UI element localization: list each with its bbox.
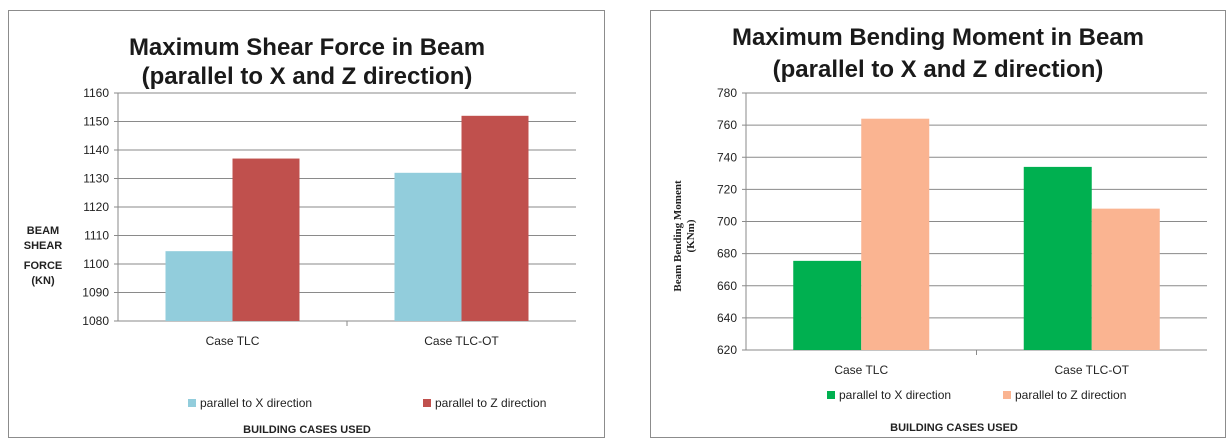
x-category-label: Case TLC-OT [1055,363,1130,377]
y-tick-label: 680 [717,247,737,261]
y-tick-label: 1100 [83,257,109,271]
y-tick-label: 620 [717,343,737,357]
legend-label: parallel to X direction [200,396,312,410]
y-tick-label: 660 [717,279,737,293]
x-axis-label: BUILDING CASES USED [890,422,1018,434]
y-tick-label: 1110 [84,229,109,243]
bar [461,115,529,321]
y-tick-label: 1090 [82,286,109,300]
y-tick-label: 640 [717,311,737,325]
chart-title-line-1: Maximum Bending Moment in Beam [732,24,1144,51]
y-tick-label: 780 [717,86,737,100]
legend-swatch [827,391,835,399]
y-tick-label: 740 [717,150,737,164]
y-tick-label: 1160 [83,86,109,100]
y-axis-label-line-2: SHEAR [24,240,63,252]
chart-title-line-2: (parallel to X and Z direction) [773,56,1104,83]
legend-label: parallel to Z direction [435,396,546,410]
shear-force-chart: Maximum Shear Force in Beam (parallel to… [24,34,576,436]
y-tick-label: 700 [717,215,737,229]
legend-swatch [188,399,196,407]
y-tick-label: 720 [717,182,737,196]
y-tick-label: 1080 [82,314,109,328]
y-axis-label-line-1: Beam Bending Moment [672,180,684,292]
bending-moment-chart-panel: Maximum Bending Moment in Beam (parallel… [650,10,1226,438]
y-tick-label: 760 [717,118,737,132]
legend-swatch [423,399,431,407]
x-category-label: Case TLC [206,334,260,348]
y-axis-label-line-3: FORCE [24,260,63,272]
y-tick-label: 1120 [83,200,109,214]
x-category-label: Case TLC-OT [424,334,499,348]
chart-title-line-1: Maximum Shear Force in Beam [129,34,485,61]
bar [232,158,300,321]
y-axis-label-line-1: BEAM [27,225,59,237]
y-tick-label: 1140 [83,143,109,157]
bar [1023,166,1092,350]
legend-label: parallel to Z direction [1015,388,1126,402]
y-axis-label-line-4: (KN) [31,275,55,287]
legend-swatch [1003,391,1011,399]
y-axis-label-line-2: (KNm) [685,219,697,252]
bar [165,251,233,321]
legend-label: parallel to X direction [839,388,951,402]
shear-force-chart-panel: Maximum Shear Force in Beam (parallel to… [8,10,605,438]
bar [793,260,862,350]
bar [1091,208,1160,350]
y-tick-label: 1150 [83,115,109,129]
x-axis-label: BUILDING CASES USED [243,424,371,436]
bar [861,118,930,350]
bending-moment-chart: Maximum Bending Moment in Beam (parallel… [672,24,1207,434]
x-category-label: Case TLC [834,363,888,377]
y-tick-label: 1130 [83,172,109,186]
chart-title-line-2: (parallel to X and Z direction) [142,63,473,90]
bar [394,172,462,321]
